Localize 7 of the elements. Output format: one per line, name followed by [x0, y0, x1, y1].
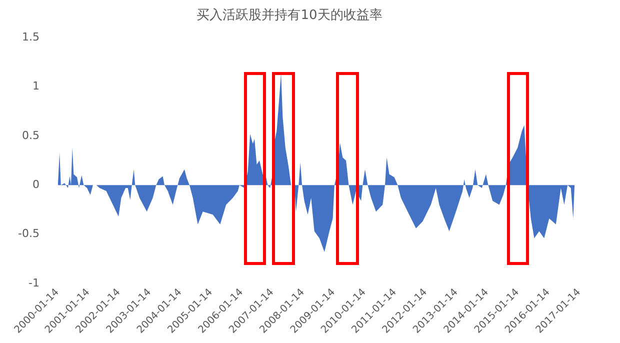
y-tick-label: -1 [28, 276, 40, 290]
y-tick-label: 1.5 [22, 30, 40, 44]
y-tick-label: 0.5 [22, 128, 40, 142]
chart-title: 买入活跃股并持有10天的收益率 [196, 7, 382, 24]
y-tick-label: 0 [32, 178, 40, 191]
y-tick-label: 1 [32, 80, 40, 93]
y-tick-label: -0.5 [18, 227, 40, 240]
